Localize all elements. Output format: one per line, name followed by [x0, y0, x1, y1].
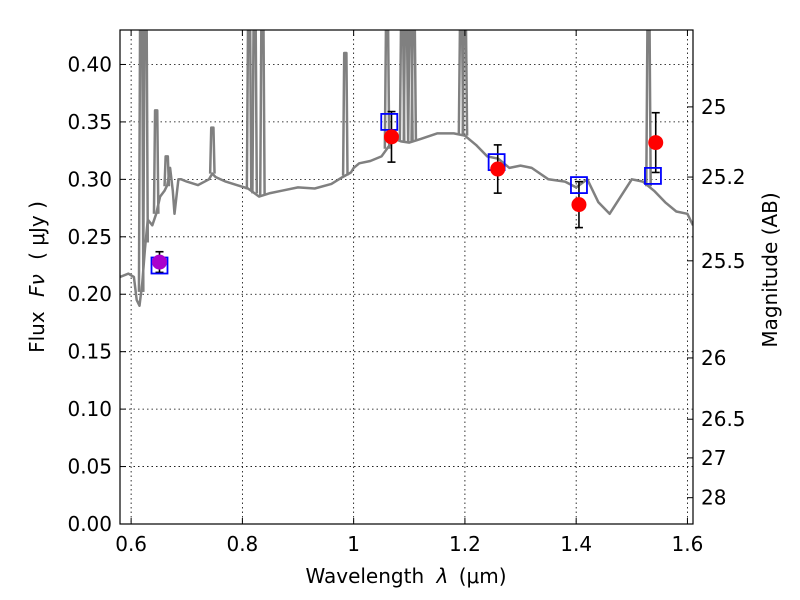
model-photometry-square [570, 176, 588, 194]
emission-line [258, 30, 266, 196]
y2-tick-label: 25.5 [701, 249, 746, 273]
y-tick-label: 0.00 [67, 512, 112, 536]
observed-point [490, 161, 506, 177]
x-tick-label: 0.8 [226, 532, 258, 556]
y-tick-label: 0.10 [67, 397, 112, 421]
observed-point [648, 135, 664, 151]
y-axis: 0.00 0.05 0.10 0.15 0.20 0.25 0.30 0.35 0.40 [67, 52, 126, 536]
plot-frame [119, 29, 694, 525]
y-tick-label: 0.15 [67, 340, 112, 364]
plot-area [120, 30, 693, 307]
y2-tick-label: 26.5 [701, 407, 746, 431]
x-tick-label: 1.4 [560, 532, 592, 556]
y-tick-label: 0.40 [67, 52, 112, 76]
x-tick-label: 1.6 [672, 532, 704, 556]
x-tick-label: 1.2 [449, 532, 481, 556]
y2-tick-label: 26 [701, 346, 726, 370]
model-photometry-square [644, 167, 662, 185]
emission-line [152, 109, 160, 214]
y-tick-label: 0.35 [67, 110, 112, 134]
y2-axis-label: Magnitude (AB) [758, 192, 782, 347]
emission-line [645, 30, 652, 187]
x-axis-label: Wavelength λ (μm) [305, 564, 506, 588]
y-tick-label: 0.05 [67, 455, 112, 479]
y2-axis: 25 25.2 25.5 26 26.5 27 28 [687, 95, 746, 510]
emission-line [245, 30, 253, 190]
y-tick-label: 0.25 [67, 225, 112, 249]
x-tick-label: 0.6 [115, 532, 147, 556]
emission-line [142, 30, 150, 243]
emission-line [208, 126, 216, 174]
y2-tick-label: 25.2 [701, 165, 746, 189]
y-axis-label: Flux Fν ( μJy ) [25, 201, 49, 353]
y-tick-label: 0.30 [67, 167, 112, 191]
emission-line [341, 51, 349, 176]
emission-line [461, 30, 469, 136]
y2-tick-label: 28 [701, 486, 726, 510]
x-tick-label: 1 [347, 532, 360, 556]
x-axis: 0.6 0.8 1 1.2 1.4 1.6 [115, 30, 703, 556]
y2-tick-label: 27 [701, 446, 726, 470]
emission-line [163, 155, 171, 187]
y-tick-label: 0.20 [67, 282, 112, 306]
y2-tick-label: 25 [701, 95, 726, 119]
emission-line [410, 30, 418, 142]
observed-point [571, 197, 587, 213]
emission-line [251, 30, 259, 194]
emission-line [383, 30, 391, 149]
observed-point [151, 254, 167, 270]
observed-point [383, 129, 399, 145]
